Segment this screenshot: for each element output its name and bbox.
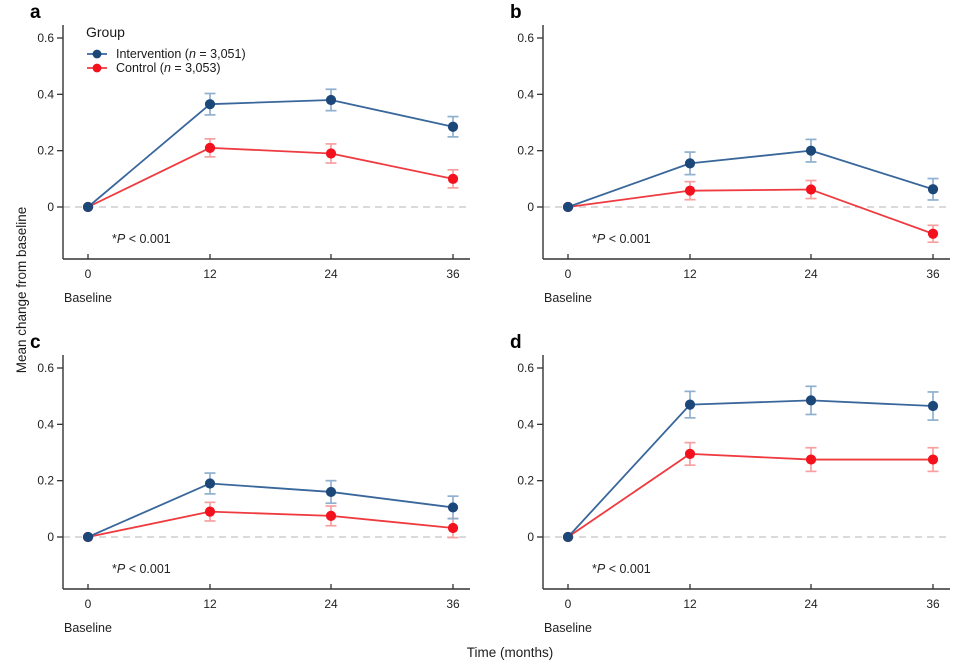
y-tick-label: 0.6 xyxy=(517,361,534,375)
data-point-marker xyxy=(684,448,696,460)
legend-item-label: Control (n = 3,053) xyxy=(116,61,221,75)
series-line xyxy=(87,510,454,538)
panel-d: 0 0.2 0.4 0.6 0 12 24 36 Baseline d *P < 0.001 xyxy=(500,330,955,645)
data-point-marker xyxy=(684,185,696,196)
panel-letter: c xyxy=(30,332,41,353)
legend-title: Group xyxy=(86,24,125,40)
y-tick-label: 0.6 xyxy=(37,361,54,375)
data-point-marker xyxy=(325,148,337,159)
x-tick-label: 24 xyxy=(324,597,338,611)
y-tick-label: 0 xyxy=(47,200,54,214)
x-tick-label: 12 xyxy=(683,267,697,281)
data-point-marker xyxy=(684,399,696,410)
data-point-marker xyxy=(204,478,216,489)
series-line xyxy=(567,149,934,208)
data-point-marker xyxy=(447,522,459,534)
y-tick-label: 0.6 xyxy=(37,31,54,45)
data-point-marker xyxy=(204,99,216,110)
x-tick-label: 24 xyxy=(324,267,338,281)
p-annotation: *P < 0.001 xyxy=(112,562,171,576)
x-tick-label: 36 xyxy=(926,597,940,611)
x-tick-label: 36 xyxy=(446,597,460,611)
panel-c-chart: 0 0.2 0.4 0.6 0 12 24 36 Baseline c *P < 0.001 xyxy=(30,332,470,635)
x-axis-label: Time (months) xyxy=(466,645,554,660)
panel-d-chart: 0 0.2 0.4 0.6 0 12 24 36 Baseline d *P < 0.001 xyxy=(510,332,950,635)
legend-item-intervention: Intervention (n = 3,051) xyxy=(86,47,246,61)
panel-b-chart: 0 0.2 0.4 0.6 0 12 24 36 Baseline b *P < 0.001 xyxy=(510,2,950,305)
panel-b: 0 0.2 0.4 0.6 0 12 24 36 Baseline b *P < 0.001 xyxy=(500,0,955,315)
series-line xyxy=(87,146,454,208)
data-point-marker xyxy=(805,184,817,195)
data-point-marker xyxy=(447,173,459,184)
p-annotation: *P < 0.001 xyxy=(592,562,651,576)
y-tick-label: 0.4 xyxy=(517,87,534,101)
data-point-marker xyxy=(447,121,459,132)
y-tick-label: 0 xyxy=(527,200,534,214)
panel-c: 0 0.2 0.4 0.6 0 12 24 36 Baseline c *P < 0.001 xyxy=(20,330,475,645)
y-tick-label: 0.2 xyxy=(37,474,54,488)
data-point-marker xyxy=(927,400,939,412)
legend: Group Intervention (n = 3,051) Control (… xyxy=(86,24,246,75)
control-marker-icon xyxy=(87,63,107,73)
x-tick-label: 36 xyxy=(926,267,940,281)
panel-letter: a xyxy=(30,2,41,23)
legend-item-label: Intervention (n = 3,051) xyxy=(116,47,246,61)
data-point-marker xyxy=(204,142,216,153)
series-line xyxy=(87,99,454,208)
x-tick-label: 12 xyxy=(203,267,217,281)
x-tick-label: 12 xyxy=(203,597,217,611)
data-point-marker xyxy=(927,454,939,465)
series-line xyxy=(567,399,934,538)
x-tick-label: 0 xyxy=(85,597,92,611)
data-point-marker xyxy=(805,145,817,156)
data-point-marker xyxy=(204,506,216,517)
data-point-marker xyxy=(927,184,939,195)
p-annotation: *P < 0.001 xyxy=(112,232,171,246)
data-point-marker xyxy=(805,395,817,406)
panel-letter: b xyxy=(510,2,522,23)
panel-a: 0 0.2 0.4 0.6 0 12 24 36 Baseline a *P < 0.001 xyxy=(20,0,475,315)
data-point-marker xyxy=(82,201,94,213)
baseline-label: Baseline xyxy=(544,291,592,305)
p-annotation: *P < 0.001 xyxy=(592,232,651,246)
series-line xyxy=(87,482,454,538)
x-tick-label: 36 xyxy=(446,267,460,281)
x-tick-label: 0 xyxy=(565,597,572,611)
y-tick-label: 0.4 xyxy=(37,87,54,101)
intervention-marker-icon xyxy=(87,49,107,59)
x-tick-label: 0 xyxy=(565,267,572,281)
series-line xyxy=(567,453,934,538)
baseline-label: Baseline xyxy=(64,621,112,635)
data-point-marker xyxy=(684,158,696,169)
panel-letter: d xyxy=(510,332,522,353)
data-point-marker xyxy=(325,486,337,498)
x-tick-label: 0 xyxy=(85,267,92,281)
x-tick-label: 24 xyxy=(804,267,818,281)
data-point-marker xyxy=(927,228,939,239)
data-point-marker xyxy=(82,531,94,543)
data-point-marker xyxy=(447,502,459,513)
baseline-label: Baseline xyxy=(544,621,592,635)
series-line xyxy=(567,188,934,235)
baseline-label: Baseline xyxy=(64,291,112,305)
x-tick-label: 24 xyxy=(804,597,818,611)
data-point-marker xyxy=(325,94,337,106)
data-point-marker xyxy=(805,454,817,465)
data-point-marker xyxy=(562,531,574,543)
y-tick-label: 0 xyxy=(47,530,54,544)
data-point-marker xyxy=(562,201,574,213)
y-tick-label: 0.4 xyxy=(37,417,54,431)
y-tick-label: 0 xyxy=(527,530,534,544)
y-tick-label: 0.2 xyxy=(517,474,534,488)
legend-item-control: Control (n = 3,053) xyxy=(86,61,246,75)
y-tick-label: 0.2 xyxy=(517,144,534,158)
y-tick-label: 0.4 xyxy=(517,417,534,431)
y-tick-label: 0.2 xyxy=(37,144,54,158)
y-tick-label: 0.6 xyxy=(517,31,534,45)
panel-a-chart: 0 0.2 0.4 0.6 0 12 24 36 Baseline a *P < 0.001 xyxy=(30,2,470,305)
data-point-marker xyxy=(325,510,337,521)
x-tick-label: 12 xyxy=(683,597,697,611)
